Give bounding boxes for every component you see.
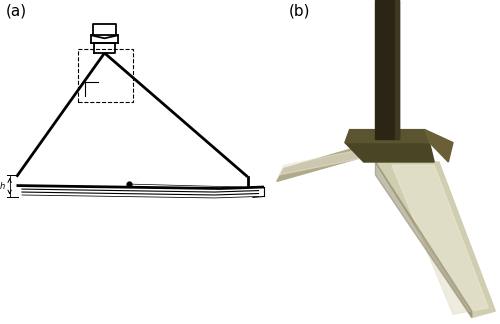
Text: (a): (a)	[6, 3, 26, 18]
Text: (b): (b)	[288, 3, 310, 18]
Polygon shape	[376, 162, 472, 318]
Polygon shape	[376, 162, 496, 318]
Polygon shape	[425, 130, 453, 162]
Polygon shape	[345, 130, 430, 143]
Bar	[78, 49, 134, 102]
Polygon shape	[392, 165, 488, 314]
Polygon shape	[279, 149, 363, 175]
Polygon shape	[277, 143, 373, 181]
Bar	[394, 0, 399, 139]
Text: h: h	[0, 182, 6, 191]
Bar	[376, 0, 399, 139]
Polygon shape	[345, 143, 434, 162]
